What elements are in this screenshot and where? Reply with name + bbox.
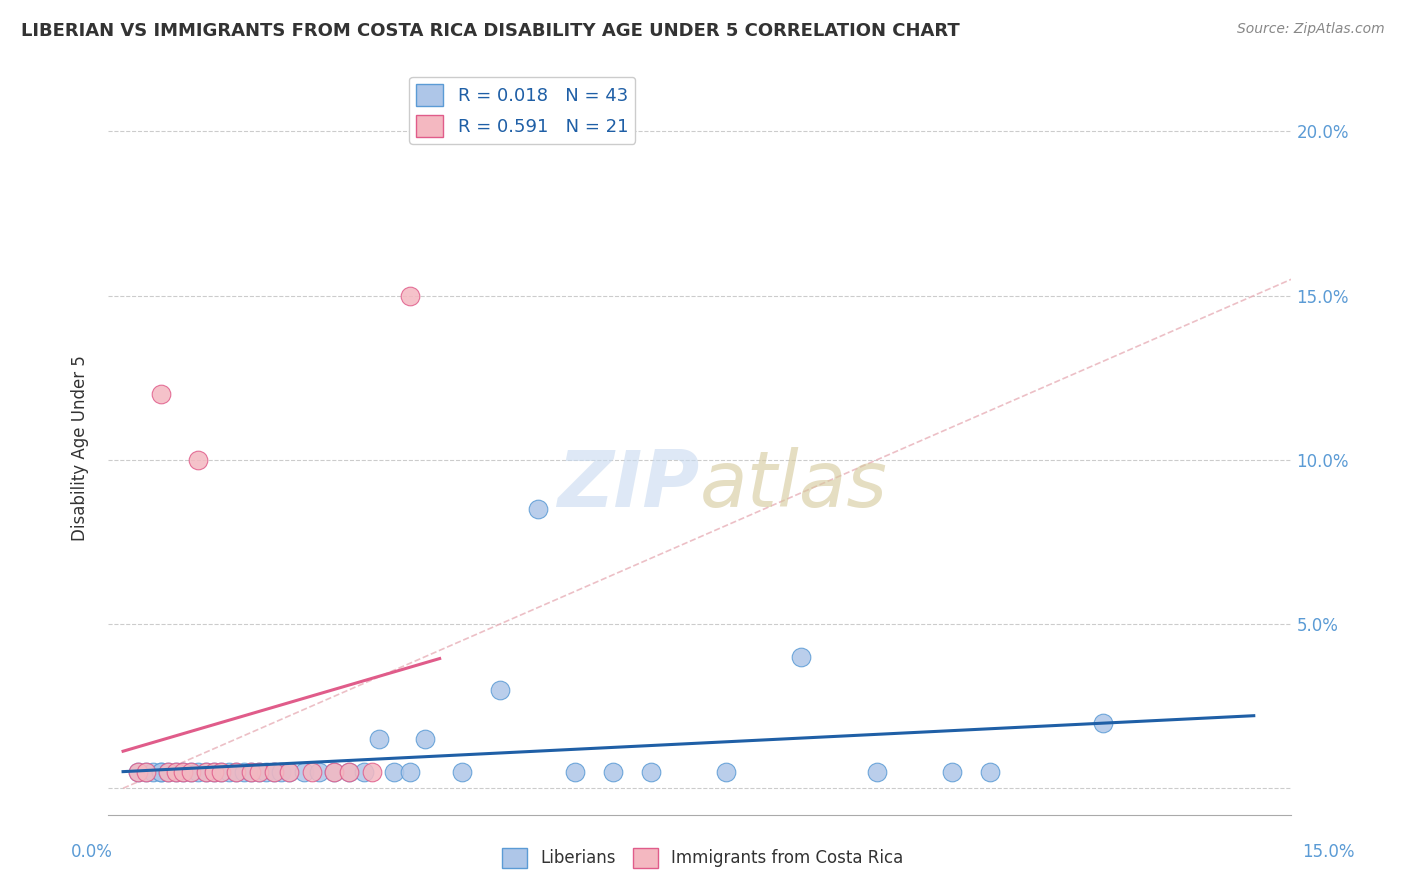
Point: [398, 764, 420, 779]
Point: [270, 764, 292, 779]
Point: [866, 764, 889, 779]
Point: [172, 764, 194, 779]
Point: [218, 764, 240, 779]
Point: [232, 764, 254, 779]
Text: Source: ZipAtlas.com: Source: ZipAtlas.com: [1237, 22, 1385, 37]
Point: [254, 764, 277, 779]
Point: [602, 764, 624, 779]
Text: ZIP: ZIP: [557, 447, 700, 523]
Point: [127, 764, 149, 779]
Point: [277, 764, 299, 779]
Point: [157, 764, 180, 779]
Point: [413, 731, 436, 746]
Point: [209, 764, 232, 779]
Text: 0.0%: 0.0%: [70, 843, 112, 861]
Point: [149, 764, 172, 779]
Legend: R = 0.018   N = 43, R = 0.591   N = 21: R = 0.018 N = 43, R = 0.591 N = 21: [409, 77, 636, 144]
Point: [263, 764, 285, 779]
Point: [149, 387, 172, 401]
Point: [323, 764, 346, 779]
Point: [368, 731, 391, 746]
Point: [640, 764, 662, 779]
Point: [301, 764, 323, 779]
Point: [292, 764, 315, 779]
Point: [127, 764, 149, 779]
Point: [353, 764, 375, 779]
Point: [240, 764, 263, 779]
Point: [195, 764, 218, 779]
Point: [941, 764, 963, 779]
Point: [225, 764, 247, 779]
Point: [384, 764, 406, 779]
Point: [451, 764, 474, 779]
Point: [398, 288, 420, 302]
Point: [247, 764, 270, 779]
Point: [247, 764, 270, 779]
Point: [263, 764, 285, 779]
Point: [195, 764, 218, 779]
Legend: Liberians, Immigrants from Costa Rica: Liberians, Immigrants from Costa Rica: [496, 841, 910, 875]
Y-axis label: Disability Age Under 5: Disability Age Under 5: [72, 355, 89, 541]
Point: [187, 453, 209, 467]
Point: [790, 649, 813, 664]
Point: [202, 764, 225, 779]
Point: [180, 764, 202, 779]
Point: [225, 764, 247, 779]
Point: [323, 764, 346, 779]
Point: [202, 764, 225, 779]
Text: atlas: atlas: [700, 447, 887, 523]
Point: [526, 502, 548, 516]
Point: [209, 764, 232, 779]
Point: [157, 764, 180, 779]
Point: [489, 682, 512, 697]
Point: [165, 764, 187, 779]
Text: LIBERIAN VS IMMIGRANTS FROM COSTA RICA DISABILITY AGE UNDER 5 CORRELATION CHART: LIBERIAN VS IMMIGRANTS FROM COSTA RICA D…: [21, 22, 960, 40]
Text: 15.0%: 15.0%: [1302, 843, 1355, 861]
Point: [142, 764, 165, 779]
Point: [308, 764, 330, 779]
Point: [979, 764, 1001, 779]
Point: [187, 764, 209, 779]
Point: [135, 764, 157, 779]
Point: [337, 764, 360, 779]
Point: [277, 764, 299, 779]
Point: [180, 764, 202, 779]
Point: [135, 764, 157, 779]
Point: [149, 764, 172, 779]
Point: [1092, 715, 1115, 730]
Point: [564, 764, 586, 779]
Point: [337, 764, 360, 779]
Point: [172, 764, 194, 779]
Point: [360, 764, 382, 779]
Point: [240, 764, 263, 779]
Point: [714, 764, 737, 779]
Point: [165, 764, 187, 779]
